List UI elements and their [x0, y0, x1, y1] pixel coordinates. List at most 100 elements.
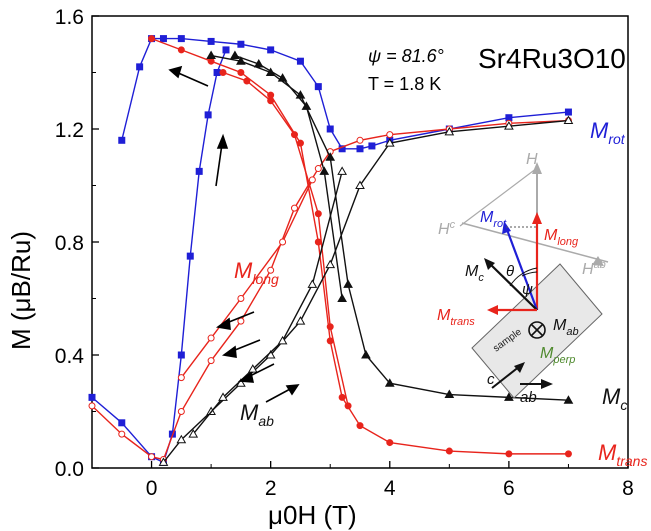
series-mrot-sweep-down-point	[267, 46, 275, 54]
arrow-head	[285, 384, 300, 396]
label-mrot: Mrot	[590, 118, 626, 147]
series-mrot-sweep-up-point	[177, 351, 185, 359]
mperp-symbol	[528, 321, 546, 339]
series-mrot-sweep-down-point	[136, 63, 144, 71]
series-mrot-sweep-down-point	[159, 35, 167, 43]
series-mtrans-sweep-up-point	[564, 450, 572, 458]
series-mab-sweep-up-point	[504, 121, 514, 130]
y-tick-label: 0.4	[55, 345, 85, 368]
series-mtrans-sweep-up-point	[267, 91, 275, 99]
series-mtrans-sweep-down-point	[267, 97, 275, 105]
series-mtrans-sweep-down-point	[326, 323, 334, 331]
series-mab-sweep-down-point	[247, 364, 258, 373]
series-mrot-sweep-down-point	[505, 114, 513, 122]
series-mab-sweep-down-point	[188, 429, 199, 438]
series-mab-sweep-up-point	[444, 126, 455, 136]
x-tick-label: 8	[622, 477, 634, 500]
arrow-head	[237, 371, 255, 383]
arrow-sweep-up-main	[215, 143, 223, 187]
series-mrot-sweep-down-point	[314, 83, 322, 91]
y-tick-label: 1.2	[55, 119, 84, 142]
x-tick-label: 2	[265, 477, 277, 500]
series-mab-sweep-down-point	[337, 166, 347, 175]
series-mrot-sweep-up-point	[88, 393, 96, 401]
series-mlong	[88, 117, 572, 464]
arrow-head	[215, 317, 231, 330]
series-mtrans-sweep-up-point	[207, 57, 215, 65]
mrot-vector	[504, 226, 539, 311]
series-mc-sweep-down-point	[230, 50, 240, 60]
series-mtrans-sweep-down-point	[219, 69, 227, 76]
series-layer	[88, 35, 574, 466]
mlong-head	[532, 212, 542, 224]
label-mlong: Mlong	[234, 258, 279, 287]
label-mtrans: Mtrans	[598, 440, 647, 469]
series-mlong-sweep-up-point	[386, 131, 394, 139]
series-mrot-sweep-down-point	[237, 40, 245, 48]
ab-axis-head	[541, 379, 553, 389]
series-mrot	[88, 35, 572, 466]
inset-label-mc: Mc	[465, 263, 484, 284]
inset-label-mperp: Mperp	[540, 345, 575, 366]
inset-label-mrot: Mrot	[480, 209, 507, 230]
mc-head	[484, 258, 495, 270]
inset-label-h: H	[526, 151, 538, 168]
series-mc-sweep-up-point	[343, 279, 353, 288]
series-mab-sweep-up-point	[158, 457, 169, 466]
series-mc-sweep-down-point	[319, 166, 330, 175]
series-mlong-sweep-up-point	[237, 317, 245, 325]
series-mtrans-sweep-down	[222, 71, 349, 407]
theta-arc	[521, 271, 538, 277]
hc-guide	[461, 222, 609, 263]
series-mlong-sweep-up-point	[356, 136, 364, 144]
series-mc	[206, 50, 574, 404]
series-mab-sweep-up-point	[563, 115, 574, 125]
series-mlong-sweep-up-point	[314, 165, 322, 173]
label-mc: Mc	[602, 384, 627, 413]
series-mc-sweep-down-point	[277, 73, 288, 82]
series-mab	[158, 115, 574, 466]
series-mrot-sweep-down-point	[326, 125, 334, 133]
series-mrot-sweep-up-point	[195, 167, 203, 175]
arrow-head	[221, 345, 237, 358]
geometry-inset: H Hc Hab Mrot Mlong Mc θ ψ Mtrans Mab sa…	[437, 151, 609, 406]
series-mrot-sweep-down-point	[368, 142, 376, 150]
series-mab-sweep-up-point	[295, 316, 306, 325]
hab-head	[592, 256, 604, 266]
series-mab-sweep-up	[162, 119, 569, 463]
series-mc-sweep-down-point	[337, 293, 347, 302]
inset-label-mlong: Mlong	[544, 227, 579, 248]
series-mlong-sweep-down-point	[237, 295, 245, 302]
c-axis-head	[514, 362, 525, 373]
series-mc-sweep-up-point	[444, 389, 455, 399]
series-mtrans-sweep-down-point	[243, 77, 251, 85]
chart-title: Sr4Ru3O10	[478, 43, 626, 74]
series-mtrans-sweep-up-point	[338, 393, 346, 401]
series-mab-sweep-down-point	[218, 392, 228, 401]
arrow-head	[168, 65, 183, 79]
c-axis-arrow	[491, 365, 521, 389]
label-mab: Mab	[240, 400, 274, 429]
series-mtrans-sweep-up-point	[237, 69, 245, 76]
series-mlong-sweep-up-point	[177, 408, 185, 415]
series-mc-sweep-up-point	[325, 152, 336, 161]
y-tick-label: 0.0	[55, 458, 84, 481]
series-mab-sweep-up-point	[176, 434, 187, 444]
series-mrot-sweep-down-point	[356, 145, 364, 153]
inset-label-hc: Hc	[438, 219, 456, 238]
series-mrot-sweep-down-point	[207, 37, 215, 45]
series-mlong-sweep-up-point	[267, 266, 275, 274]
series-mc-sweep-up-point	[563, 395, 574, 404]
series-mlong-sweep-up	[91, 119, 569, 461]
series-mrot-sweep-up-point	[186, 252, 194, 260]
series-mtrans-sweep-up-point	[177, 46, 185, 54]
annotation-temperature: T = 1.8 K	[368, 74, 441, 94]
inset-label-psi: ψ	[522, 281, 533, 298]
mc-vector	[487, 261, 538, 311]
mperp-cross-b	[530, 323, 544, 337]
x-tick-label: 0	[146, 477, 158, 500]
series-mab-sweep-down	[192, 171, 343, 435]
series-mc-sweep-up-point	[236, 56, 246, 65]
arrow-ab-up	[265, 387, 293, 403]
